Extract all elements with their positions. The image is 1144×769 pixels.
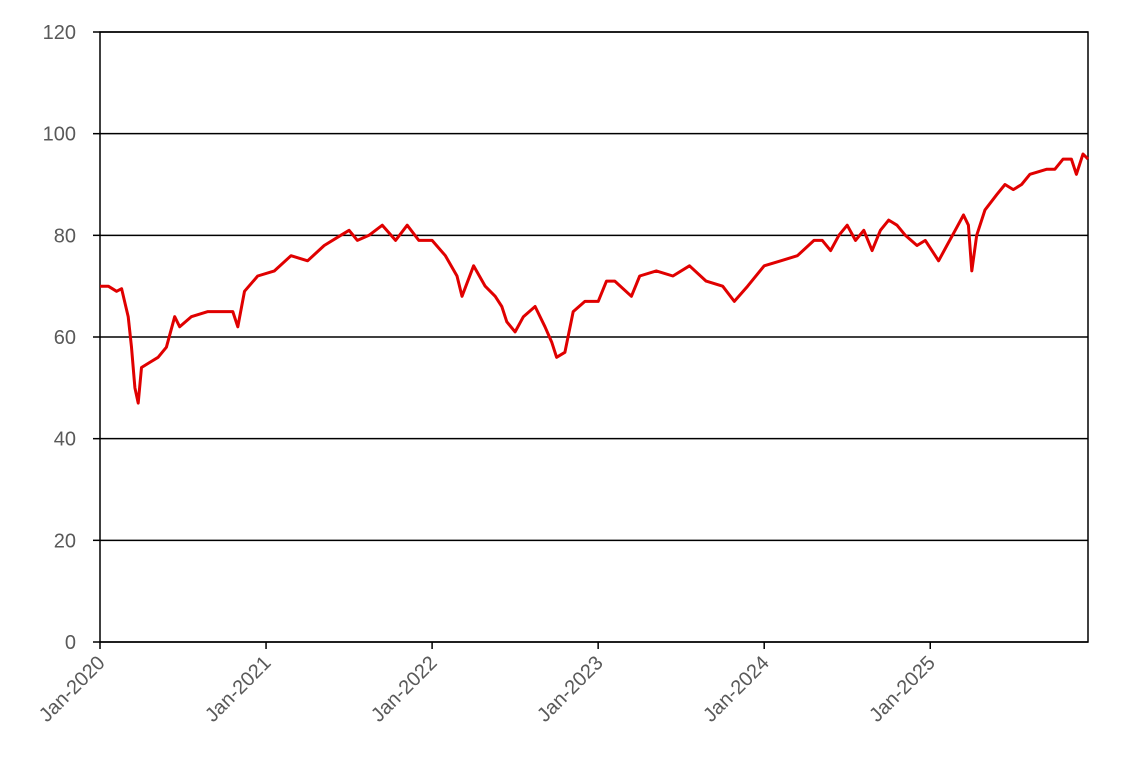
y-tick-label: 120 (43, 22, 76, 44)
y-tick-label: 40 (54, 429, 76, 451)
x-tick-label: Jan-2021 (201, 652, 276, 727)
y-tick-label: 60 (54, 327, 76, 349)
y-tick-label: 80 (54, 225, 76, 247)
x-tick-label: Jan-2025 (865, 652, 940, 727)
y-tick-label: 0 (65, 632, 76, 654)
y-tick-label: 100 (43, 124, 76, 146)
x-tick-label: Jan-2020 (35, 652, 110, 727)
x-tick-label: Jan-2022 (367, 652, 442, 727)
x-tick-label: Jan-2024 (699, 652, 774, 727)
y-tick-label: 20 (54, 530, 76, 552)
data-line (100, 152, 1090, 405)
x-tick-label: Jan-2023 (533, 652, 608, 727)
